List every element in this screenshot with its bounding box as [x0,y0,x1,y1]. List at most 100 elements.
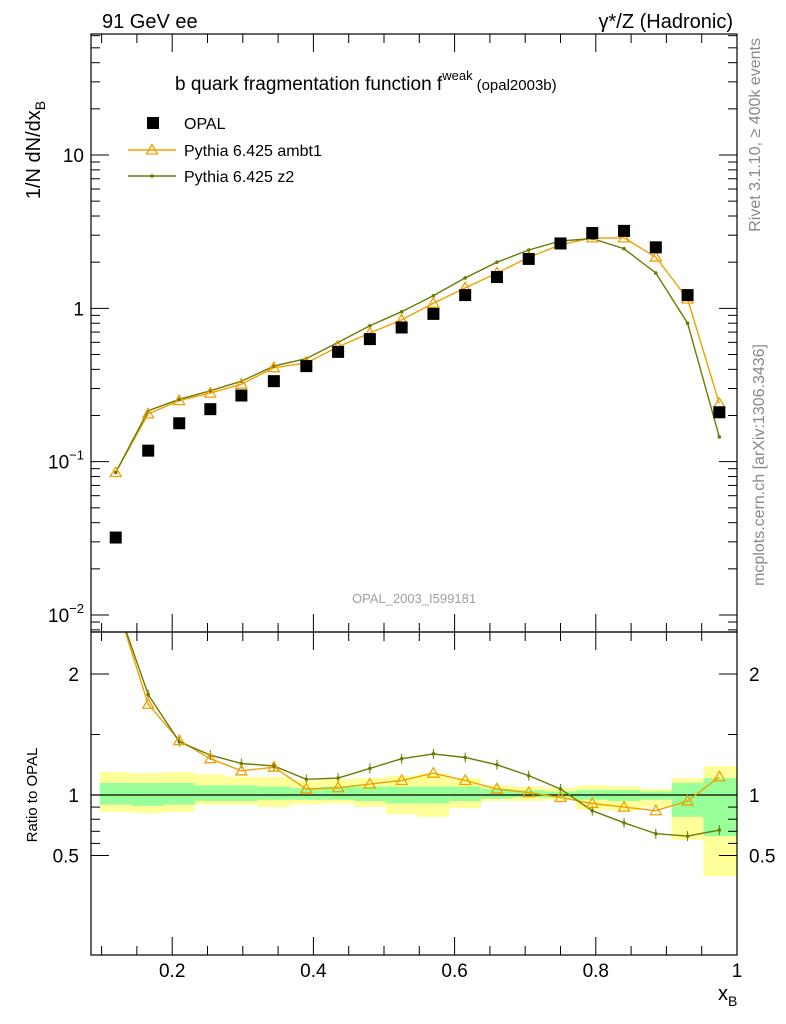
analysis-id: OPAL_2003_I599181 [352,591,476,606]
ratio-point-ambt1 [490,782,504,794]
x-axis-label-text: x [718,983,728,1005]
ratio-point-ambt1 [649,803,663,816]
data-point-opal [490,271,503,284]
ratio-band-inner [225,785,258,802]
ratio-y-tick-label-right: 2 [749,665,760,686]
series-point-z2 [717,435,722,439]
ratio-point-z2 [463,755,467,760]
legend-marker-opal [147,117,159,129]
main-y-tick-label-base: 10 [63,146,84,167]
data-point-opal [649,241,662,254]
ratio-point-ambt1 [331,780,345,793]
ratio-point-ambt1 [426,766,441,778]
ratio-point-z2 [146,692,150,697]
data-point-opal [363,333,376,346]
legend-label-opal: OPAL [184,116,226,133]
series-point-z2 [463,276,467,280]
x-tick-labels: 0.2 0.4 0.6 0.8 1 [159,961,742,982]
ratio-point-ambt1 [203,751,217,764]
ratio-point-z2 [526,773,531,778]
data-point-opal [142,444,155,457]
x-tick-label: 0.6 [441,961,467,982]
data-point-opal [332,345,345,358]
ratio-point-z2 [622,821,626,825]
main-y-tick-label: 10−2 [48,601,84,627]
ratio-series-clip [124,632,726,842]
series-point-z2 [272,364,276,368]
ratio-band-inner [194,785,226,802]
ratio-point-z2 [717,828,722,832]
legend-label-ambt1: Pythia 6.425 ambt1 [184,143,322,160]
series-point-ambt1 [267,360,281,373]
data-point-opal [681,289,694,302]
ratio-y-tick-label-left: 2 [68,665,79,686]
data-point-opal [173,417,186,430]
ratio-uncertainty-bands [99,765,737,877]
data-point-opal [300,360,313,373]
series-point-z2 [654,271,658,275]
ratio-point-ambt1 [363,777,377,789]
ratio-band-inner [257,786,291,800]
x-axis-label-sub: B [728,993,737,1009]
x-tick-label: 0.8 [583,961,609,982]
ratio-band-inner [131,782,164,806]
ratio-point-z2 [558,787,563,791]
series-point-z2 [113,470,118,475]
series-point-ambt1 [426,296,441,308]
ratio-point-z2 [431,752,436,756]
data-point-opal [267,375,280,388]
main-y-axis-label: 1/N dN/dxB [23,101,48,199]
main-y-axis-label-sub: B [32,101,48,110]
ratio-band-inner [512,790,545,798]
data-point-opal [395,321,408,334]
data-point-opal [586,226,599,239]
ratio-series [124,632,726,842]
series-point-z2 [685,321,690,325]
series-point-z2 [177,397,182,402]
series-point-z2 [431,293,436,298]
main-y-tick-label-base: 10 [48,606,69,627]
ratio-point-ambt1 [395,773,409,786]
ratio-point-z2 [399,756,404,761]
series-line-z2 [115,237,720,473]
ratio-band-inner [163,782,195,805]
ratio-band-inner [671,782,704,817]
data-point-opal [713,406,726,419]
ratio-point-z2 [654,831,658,836]
ratio-band-inner [353,786,386,802]
ratio-point-z2 [177,739,182,744]
legend-label-z2: Pythia 6.425 z2 [184,169,294,186]
ratio-point-z2 [495,762,499,767]
ratio-point-ambt1 [585,796,599,809]
ratio-point-ambt1 [141,697,155,709]
data-point-opal [109,531,122,544]
ratio-point-z2 [368,766,372,771]
series-point-z2 [526,248,531,252]
source-label: mcplots.cern.ch [arXiv:1306.3436] [751,344,768,586]
series-point-z2 [495,260,499,264]
ratio-band-inner [481,788,513,799]
ratio-panel: 0.5 0.5 1 1 2 2 0.2 0.4 0.6 0.8 1 Ratio to OPAL x… [24,631,775,1009]
ratio-band-inner [608,790,640,802]
ratio-ticks [91,632,738,955]
ratio-y-tick-label-right: 0.5 [749,847,775,868]
series-point-ambt1 [617,231,631,243]
ratio-y-tick-label-left: 0.5 [53,847,79,868]
ratio-point-ambt1 [267,760,281,772]
ratio-band-inner [99,782,132,805]
ratio-y-tick-label-right: 1 [749,786,760,807]
main-y-tick-label: 10 [63,146,84,167]
ratio-point-ambt1 [553,790,568,803]
ratio-point-ambt1 [234,764,249,776]
data-point-opal [235,389,248,402]
main-y-tick-label-exponent: −1 [69,448,84,463]
ratio-point-ambt1 [617,800,631,812]
x-axis-label: xB [718,983,737,1009]
ratio-point-ambt1 [458,773,472,786]
ratio-y-tick-label-left: 1 [68,786,79,807]
ratio-point-ambt1 [680,794,695,806]
data-point-opal [459,289,472,302]
data-point-opal [522,252,535,265]
